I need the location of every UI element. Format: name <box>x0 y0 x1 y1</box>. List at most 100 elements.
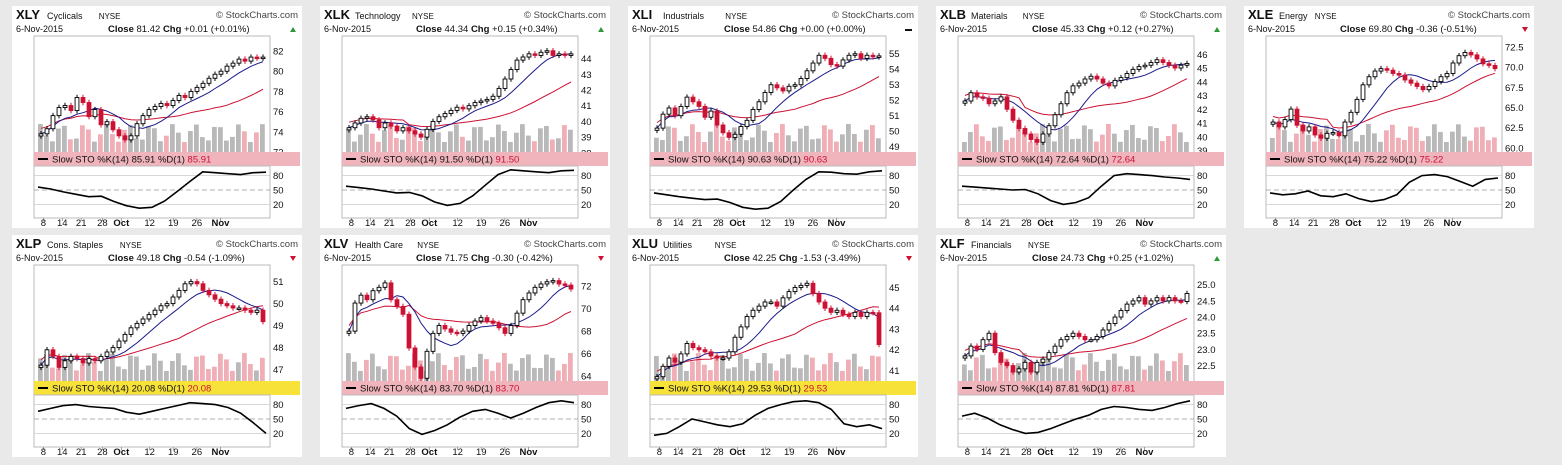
symbol-label: XLB <box>940 7 966 22</box>
candle <box>1070 332 1076 337</box>
volume-bar <box>92 362 97 381</box>
volume-bar <box>774 370 779 381</box>
x-tick-label: 14 <box>981 447 992 457</box>
chart-svg: XLF Financials NYSE © StockCharts.com 6-Nov-… <box>940 236 1224 457</box>
x-tick-label: 26 <box>500 218 511 228</box>
volume-bar <box>1426 136 1431 152</box>
sto-legend: Slow STO %K(14) 83.70 %D(1) 83.70 <box>360 384 519 395</box>
volume-bar <box>484 140 489 152</box>
candle <box>1456 55 1462 64</box>
x-tick-label: Nov <box>211 218 230 228</box>
volume-bar <box>448 131 453 152</box>
sto-legend-part: Slow STO <box>52 384 97 395</box>
sto-label-band <box>650 152 916 166</box>
sto-legend-part: Slow STO <box>360 384 405 395</box>
volume-bar <box>158 360 163 381</box>
volume-bar <box>38 358 43 381</box>
exchange-label: NYSE <box>715 241 737 250</box>
y-tick-label: 43 <box>1197 91 1208 102</box>
sto-label-band <box>34 381 300 395</box>
volume-bar <box>454 124 459 152</box>
chg-up-arrow-icon <box>290 27 296 32</box>
volume-bar <box>158 141 163 152</box>
volume-bar <box>744 358 749 381</box>
volume-bar <box>666 126 671 152</box>
volume-bar <box>690 361 695 381</box>
sto-line <box>653 170 883 211</box>
candle <box>840 309 846 315</box>
volume-bar <box>140 139 145 152</box>
volume-bar <box>1082 364 1087 381</box>
sto-legend-part: 20.08 <box>132 384 158 395</box>
volume-bar <box>260 357 265 381</box>
volume-bar <box>562 363 567 381</box>
volume-bar <box>732 127 737 152</box>
quote-value: (+0.00%) <box>827 24 866 35</box>
x-tick-label: 21 <box>1000 447 1011 457</box>
y-tick-label: 68 <box>581 327 592 338</box>
quote-value: 44.34 <box>442 24 471 35</box>
candle <box>134 123 140 137</box>
x-tick-label: Oct <box>1037 218 1054 228</box>
volume-bar <box>1456 124 1461 152</box>
candle <box>660 365 666 378</box>
x-tick-label: 21 <box>76 218 87 228</box>
x-tick-label: 12 <box>144 447 155 457</box>
x-tick-label: 19 <box>168 218 179 228</box>
volume-bar <box>146 126 151 152</box>
panel-xli[interactable]: XLI Industrials NYSE © StockCharts.com 6-Nov… <box>628 6 918 228</box>
volume-bar <box>568 353 573 381</box>
sto-legend-part: %D(1) <box>158 155 188 166</box>
candle <box>1022 128 1028 135</box>
candle <box>690 96 696 103</box>
candle <box>376 119 382 129</box>
volume-bar <box>122 129 127 152</box>
volume-bar <box>236 362 241 381</box>
volume-bar <box>478 126 483 152</box>
volume-bar <box>834 362 839 381</box>
panel-xlk[interactable]: XLK Technology NYSE © StockCharts.com 6-Nov-… <box>320 6 610 228</box>
candle <box>798 78 804 86</box>
candle <box>556 280 562 285</box>
panel-xlf[interactable]: XLF Financials NYSE © StockCharts.com 6-Nov-… <box>936 235 1226 457</box>
candle <box>780 297 786 307</box>
volume-bar <box>98 134 103 152</box>
sto-legend-part: %K(14) <box>713 155 747 166</box>
panel-xly[interactable]: XLY Cyclicals NYSE © StockCharts.com 6-Nov-2… <box>12 6 302 228</box>
sto-legend-part: %K(14) <box>1021 155 1055 166</box>
quote-label: Chg <box>163 24 182 35</box>
candle <box>1088 75 1094 80</box>
candle <box>194 86 200 92</box>
sto-axis-label: 20 <box>1197 200 1208 211</box>
volume-bar <box>1480 126 1485 152</box>
panel-xlu[interactable]: XLU Utilities NYSE © StockCharts.com 6-Nov-2… <box>628 235 918 457</box>
volume-bar <box>194 356 199 381</box>
candle <box>744 316 750 328</box>
volume-bar <box>1046 135 1051 152</box>
candle <box>382 282 388 288</box>
y-tick-label: 55 <box>889 49 900 60</box>
volume-bar <box>1354 141 1359 152</box>
candle <box>1088 339 1094 342</box>
candle <box>242 58 248 62</box>
candle <box>1360 84 1366 100</box>
sto-legend-part: 72.64 <box>1056 155 1082 166</box>
volume-bar <box>1178 353 1183 381</box>
volume-bar <box>768 363 773 381</box>
panel-xlb[interactable]: XLB Materials NYSE © StockCharts.com 6-Nov-2… <box>936 6 1226 228</box>
quote-label: Close <box>1340 24 1366 35</box>
panel-xlp[interactable]: XLP Cons. Staples NYSE © StockCharts.com 6-N… <box>12 235 302 457</box>
candle <box>260 56 266 60</box>
volume-bar <box>134 356 139 381</box>
candle <box>1124 73 1130 79</box>
quote-label: Close <box>724 253 750 264</box>
candle <box>496 322 502 329</box>
sto-legend: Slow STO %K(14) 87.81 %D(1) 87.81 <box>976 384 1135 395</box>
y-tick-label: 41 <box>889 366 900 377</box>
candle <box>484 317 490 322</box>
candle <box>822 301 828 309</box>
volume-bar <box>352 141 357 152</box>
panel-xle[interactable]: XLE Energy NYSE © StockCharts.com 6-Nov-2015… <box>1244 6 1534 228</box>
panel-xlv[interactable]: XLV Health Care NYSE © StockCharts.com 6-Nov… <box>320 235 610 457</box>
volume-bar <box>176 353 181 381</box>
